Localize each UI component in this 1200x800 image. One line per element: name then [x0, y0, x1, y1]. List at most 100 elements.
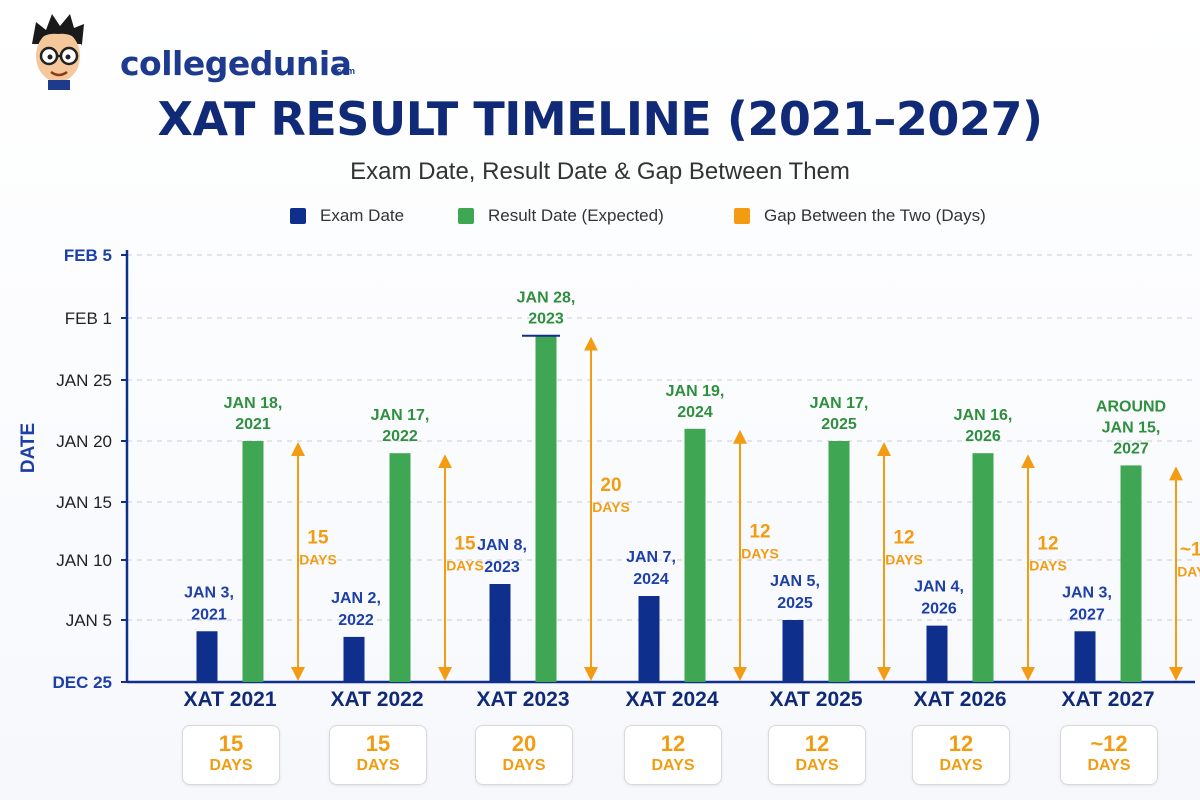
gap-summary-value: 20 [511, 731, 537, 756]
chart-subtitle: Exam Date, Result Date & Gap Between The… [350, 158, 850, 185]
exam-date-label: JAN 5, [770, 573, 820, 590]
year-label: XAT 2023 [476, 688, 570, 711]
exam-date-label: 2023 [484, 559, 520, 576]
gap-value-label: 15 [454, 534, 476, 555]
exam-bar [196, 631, 218, 682]
gap-summary-unit: DAYS [795, 757, 839, 774]
gap-summary-box: ~12 DAYS [1060, 725, 1158, 785]
result-date-label: 2024 [677, 404, 713, 421]
gap-summary-value: 12 [804, 731, 830, 756]
result-date-label: 2027 [1113, 440, 1149, 457]
exam-date-label: JAN 3, [184, 584, 234, 601]
y-tick-label: JAN 25 [56, 371, 112, 390]
result-date-label: JAN 19, [666, 383, 725, 400]
y-tick-label: FEB 5 [64, 246, 112, 265]
y-tick-label: DEC 25 [52, 673, 112, 692]
collegedunia-logo[interactable]: collegedunia .com [22, 10, 355, 90]
brand-suffix: .com [334, 66, 356, 76]
gap-unit-label: DAYS [299, 552, 337, 568]
exam-date-label: JAN 7, [626, 549, 676, 566]
result-bar [1120, 465, 1142, 682]
y-axis-title: DATE [18, 423, 39, 473]
legend-swatch-result [458, 208, 474, 224]
year-label: XAT 2021 [183, 688, 277, 711]
gap-unit-label: DAYS [1029, 558, 1067, 574]
year-label: XAT 2026 [913, 688, 1007, 711]
gap-unit-label: DAYS [1177, 564, 1200, 580]
result-date-label: 2023 [528, 311, 564, 328]
y-tick-label: FEB 1 [65, 309, 112, 328]
result-bar [389, 453, 411, 682]
legend-label-result: Result Date (Expected) [488, 206, 664, 225]
gap-value-label: ~12 [1180, 540, 1200, 561]
result-bar [828, 441, 850, 682]
y-tick-label: JAN 10 [56, 551, 112, 570]
result-date-label: JAN 17, [810, 395, 869, 412]
gap-summary-value: ~12 [1090, 731, 1128, 756]
result-date-label: JAN 28, [517, 290, 576, 307]
exam-date-label: 2025 [777, 595, 813, 612]
year-label: XAT 2024 [625, 688, 719, 711]
year-label: XAT 2027 [1061, 688, 1155, 711]
result-date-label: AROUND [1096, 398, 1166, 415]
gap-summary-value: 12 [660, 731, 686, 756]
brand-name: collegedunia [120, 44, 352, 83]
gap-summary-unit: DAYS [651, 757, 695, 774]
mascot-icon [32, 14, 84, 90]
result-date-label: JAN 15, [1102, 419, 1161, 436]
exam-date-label: JAN 3, [1062, 584, 1112, 601]
gap-summary-unit: DAYS [209, 757, 253, 774]
result-date-label: 2025 [821, 416, 857, 433]
gap-unit-label: DAYS [741, 545, 779, 561]
legend: Exam Date Result Date (Expected) Gap Bet… [0, 206, 1200, 230]
gap-summary-value: 15 [365, 731, 391, 756]
result-date-label: 2021 [235, 416, 271, 433]
result-date-label: JAN 17, [371, 407, 430, 424]
gap-summary-unit: DAYS [502, 757, 546, 774]
gap-unit-label: DAYS [446, 558, 484, 574]
exam-date-label: 2022 [338, 612, 374, 629]
result-bar [972, 453, 994, 682]
gap-unit-label: DAYS [885, 552, 923, 568]
gap-summary-box: 15 DAYS [329, 725, 427, 785]
legend-swatch-gap [734, 208, 750, 224]
gap-value-label: 15 [307, 528, 329, 549]
exam-bar [1074, 631, 1096, 682]
exam-date-label: 2021 [191, 606, 227, 623]
gap-unit-label: DAYS [592, 499, 630, 515]
exam-date-label: 2027 [1069, 606, 1105, 623]
chart-title: XAT RESULT TIMELINE (2021–2027) [157, 92, 1043, 146]
gap-summary-box: 12 DAYS [624, 725, 722, 785]
y-tick-label: JAN 20 [56, 432, 112, 451]
exam-bar [926, 625, 948, 682]
legend-item-result: Result Date (Expected) [458, 206, 664, 226]
result-date-label: JAN 16, [954, 407, 1013, 424]
exam-date-label: 2024 [633, 571, 669, 588]
gap-value-label: 12 [1037, 534, 1058, 555]
gap-value-label: 12 [749, 521, 770, 542]
exam-date-label: JAN 2, [331, 590, 381, 607]
gap-value-label: 20 [600, 475, 621, 496]
gap-summary-box: 12 DAYS [768, 725, 866, 785]
legend-label-gap: Gap Between the Two (Days) [764, 206, 986, 225]
result-date-label: JAN 18, [224, 395, 283, 412]
gap-summary-unit: DAYS [1087, 757, 1131, 774]
gap-summary-box: 20 DAYS [475, 725, 573, 785]
legend-label-exam: Exam Date [320, 206, 405, 225]
result-date-label: 2026 [965, 428, 1001, 445]
result-bar [684, 428, 706, 682]
result-bar [535, 335, 557, 682]
result-date-label: 2022 [382, 428, 418, 445]
gap-summary-box: 15 DAYS [182, 725, 280, 785]
legend-item-gap: Gap Between the Two (Days) [734, 206, 986, 226]
year-label: XAT 2022 [330, 688, 424, 711]
y-tick-label: JAN 15 [56, 493, 112, 512]
gap-value-label: 12 [893, 528, 914, 549]
gap-summary-unit: DAYS [939, 757, 983, 774]
result-bar [242, 441, 264, 682]
exam-date-label: JAN 4, [914, 579, 964, 596]
gap-summary-box: 12 DAYS [912, 725, 1010, 785]
exam-date-label: 2026 [921, 601, 957, 618]
legend-item-exam: Exam Date [290, 206, 404, 226]
